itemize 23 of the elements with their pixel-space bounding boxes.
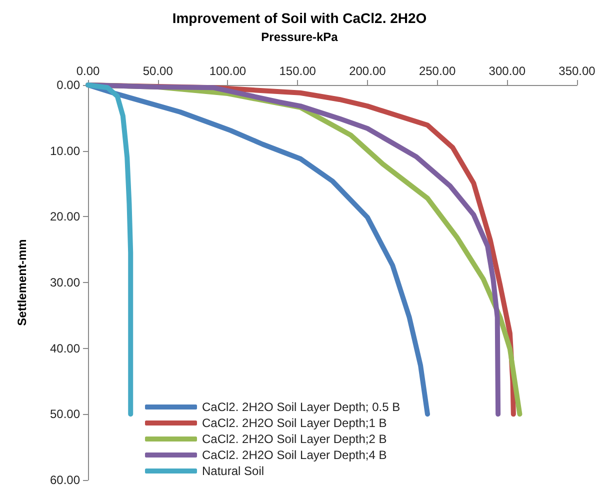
x-tick-label: 350.00	[558, 64, 596, 78]
y-tick-label: 30.00	[50, 276, 80, 290]
x-tick-label: 250.00	[418, 64, 456, 78]
legend-label: CaCl2. 2H2O Soil Layer Depth;1 B	[202, 416, 387, 430]
legend-label: Natural Soil	[202, 464, 264, 478]
x-tick-label: 100.00	[209, 64, 246, 78]
x-tick-label: 0.00	[76, 64, 100, 78]
legend-label: CaCl2. 2H2O Soil Layer Depth;4 B	[202, 448, 387, 462]
x-tick-label: 150.00	[279, 64, 316, 78]
y-axis-title: Settlement-mm	[15, 239, 29, 326]
legend-label: CaCl2. 2H2O Soil Layer Depth; 0.5 B	[202, 400, 400, 414]
x-tick-label: 50.00	[142, 64, 174, 78]
y-tick-label: 10.00	[50, 144, 80, 158]
y-tick-label: 50.00	[50, 407, 80, 422]
y-tick-label: 40.00	[50, 341, 80, 356]
y-tick-label: 0.00	[56, 78, 80, 92]
x-tick-label: 200.00	[349, 64, 386, 78]
y-tick-label: 20.00	[50, 210, 80, 224]
x-axis-title: Pressure-kPa	[261, 30, 338, 44]
legend-label: CaCl2. 2H2O Soil Layer Depth;2 B	[202, 432, 387, 446]
x-tick-label: 300.00	[488, 64, 526, 78]
y-tick-label: 60.00	[50, 473, 80, 487]
chart-title: Improvement of Soil with CaCl2. 2H2O	[172, 10, 427, 26]
